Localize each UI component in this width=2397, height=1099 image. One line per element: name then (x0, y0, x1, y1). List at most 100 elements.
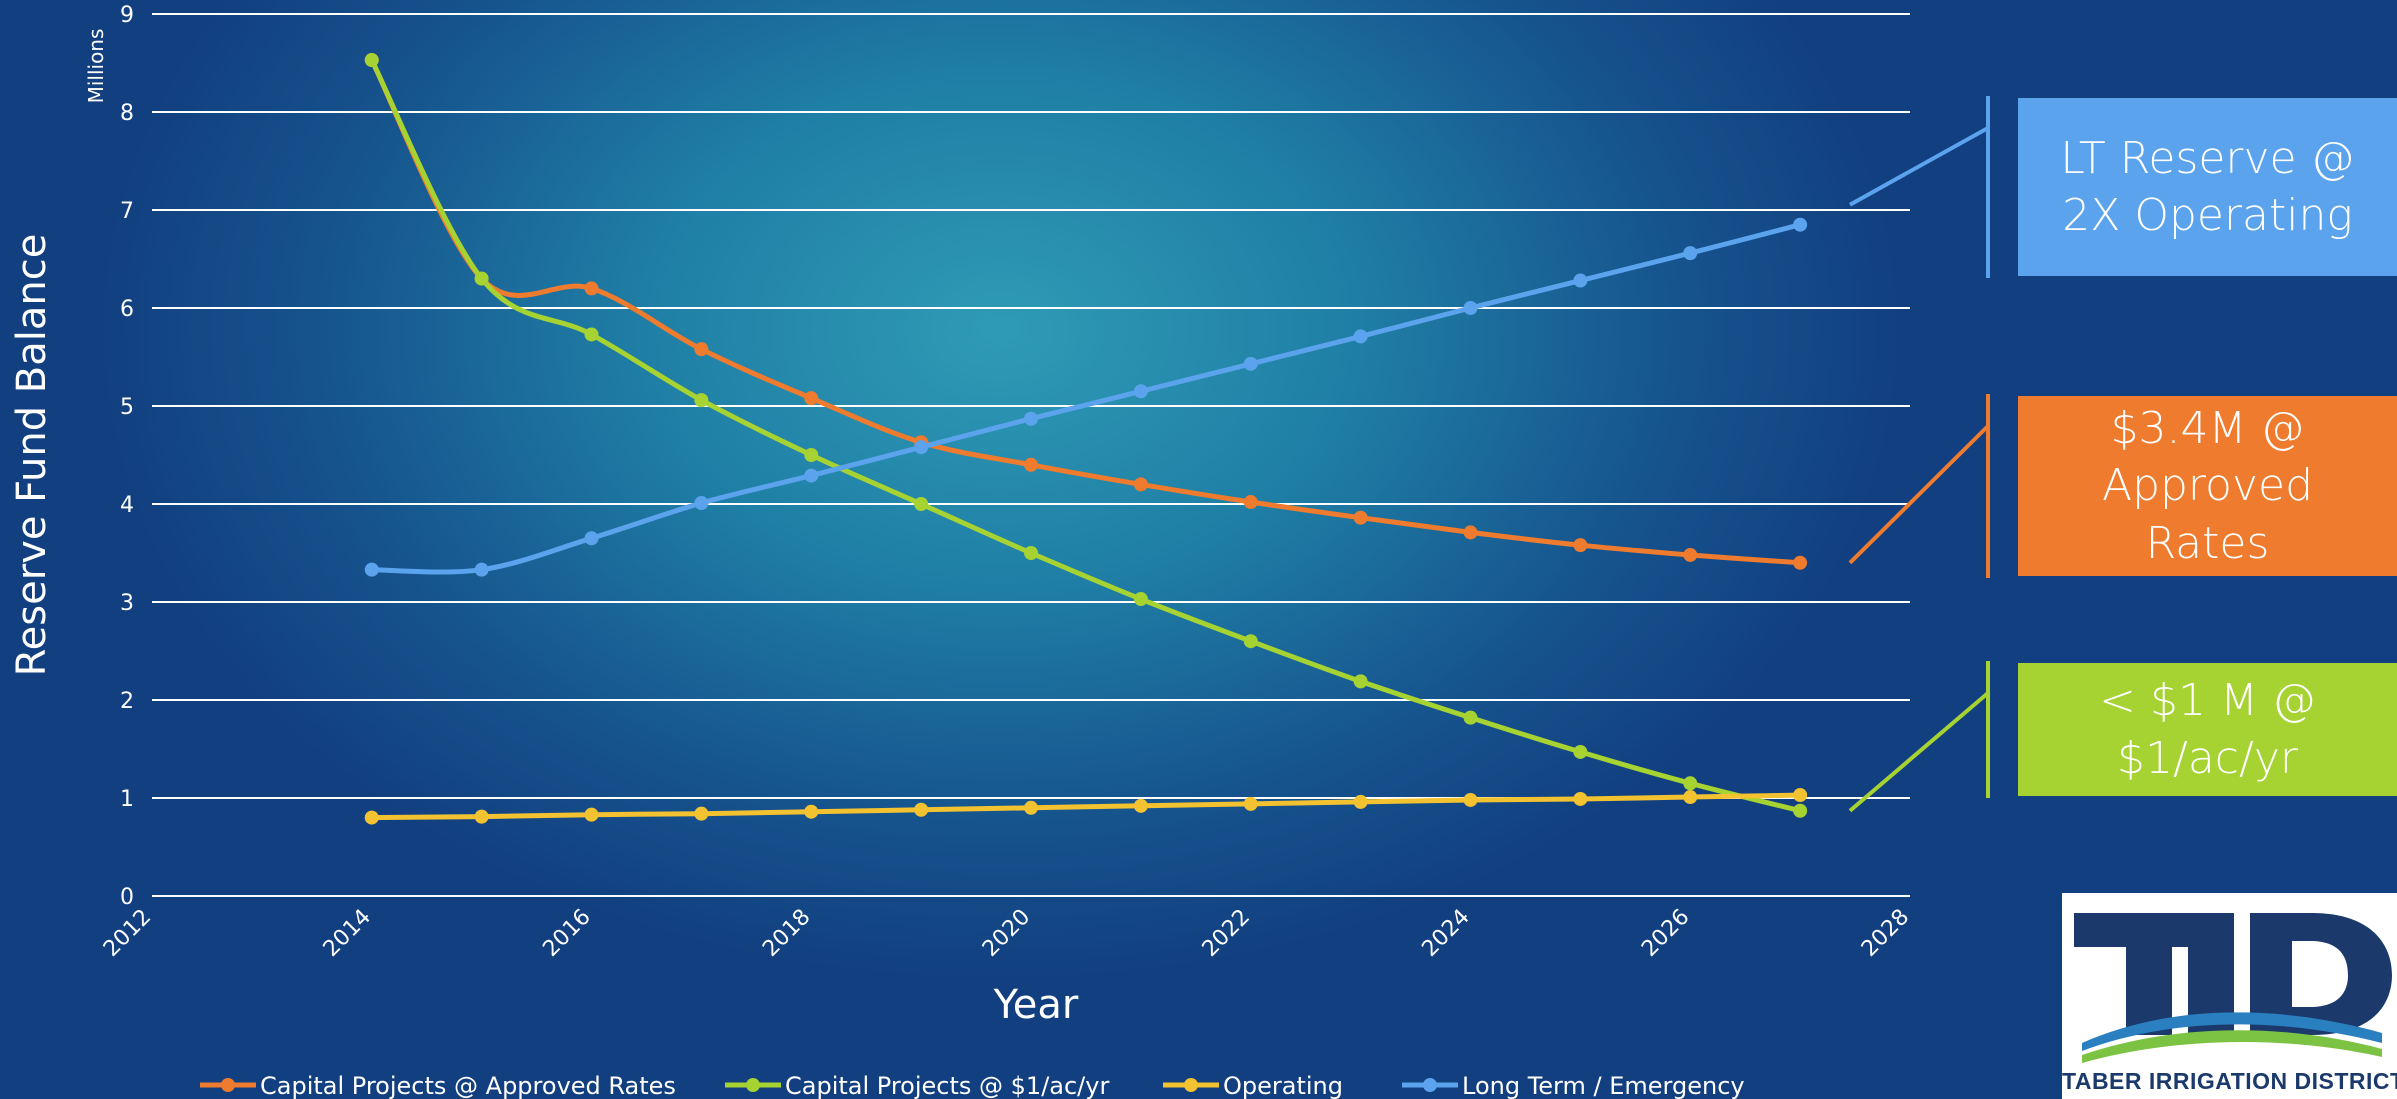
legend-swatch-marker (1423, 1078, 1437, 1092)
data-point (474, 271, 489, 286)
data-point (1133, 798, 1148, 813)
y-unit-label: Millions (84, 29, 108, 104)
per-acre-callout: < $1 M @ $1/ac/yr (2018, 663, 2397, 796)
data-point (1793, 788, 1808, 803)
series-line-0 (369, 57, 1803, 566)
data-point (1463, 301, 1478, 315)
gridlines (152, 13, 1910, 897)
data-point (694, 342, 709, 357)
x-axis-title: Year (993, 982, 1079, 1028)
data-point (1793, 555, 1808, 570)
x-tick-label: 2026 (1637, 905, 1694, 962)
data-point (584, 327, 599, 342)
data-point (1683, 246, 1698, 261)
data-point (914, 802, 929, 817)
data-point (364, 562, 379, 577)
legend-swatch-marker (746, 1078, 760, 1092)
series-lines (364, 53, 1808, 825)
x-tick-label: 2014 (319, 905, 376, 962)
data-point (1793, 217, 1808, 232)
data-point (1243, 796, 1258, 811)
x-tick-label: 2024 (1417, 905, 1474, 962)
data-point (1353, 794, 1368, 809)
per-acre-callout-text: < $1 M @ $1/ac/yr (2099, 675, 2316, 784)
approved-rates-callout: $3.4M @ Approved Rates (2018, 396, 2397, 576)
data-point (584, 807, 599, 822)
legend: Capital Projects @ Approved Rates Capital… (200, 1072, 1745, 1099)
data-point (1243, 356, 1258, 371)
y-tick-labels: 0 1 2 3 4 5 6 7 8 9 (120, 3, 134, 910)
data-point (1573, 538, 1588, 553)
legend-label: Long Term / Emergency (1462, 1072, 1745, 1099)
legend-swatch-marker (221, 1078, 235, 1092)
y-axis-title: Reserve Fund Balance (9, 234, 55, 677)
x-tick-label: 2028 (1857, 905, 1914, 962)
logo-caption: TABER IRRIGATION DISTRICT (2062, 1068, 2397, 1094)
series-line-1 (369, 57, 1803, 814)
data-point (1024, 457, 1038, 472)
data-point (1353, 329, 1368, 344)
data-point (474, 562, 489, 577)
data-point (694, 496, 709, 511)
data-point (804, 468, 819, 483)
data-point (1463, 710, 1478, 725)
data-point (1573, 791, 1588, 806)
y-tick-label: 1 (120, 787, 134, 812)
data-point (1683, 776, 1698, 791)
x-tick-label: 2018 (758, 905, 815, 962)
legend-label: Operating (1223, 1072, 1343, 1099)
x-tick-labels: 2012 2014 2016 2018 2020 2022 2024 2026 2028 (99, 905, 1914, 962)
y-tick-label: 8 (120, 101, 134, 126)
data-point (584, 531, 599, 546)
y-tick-label: 0 (120, 885, 134, 910)
lt-reserve-callout: LT Reserve @ 2X Operating (2018, 98, 2397, 276)
y-tick-label: 9 (120, 3, 134, 28)
data-point (474, 809, 489, 824)
data-point (914, 440, 929, 455)
data-point (914, 497, 929, 511)
series-line-2 (369, 792, 1803, 821)
data-point (1463, 792, 1478, 807)
data-point (1243, 634, 1258, 649)
y-tick-label: 3 (120, 591, 134, 616)
data-point (1133, 592, 1148, 607)
tid-logo: TABER IRRIGATION DISTRICT (2062, 893, 2397, 1099)
x-tick-label: 2016 (538, 905, 595, 962)
callout-leader (1848, 424, 1990, 565)
data-point (1353, 510, 1368, 525)
x-tick-label: 2022 (1198, 905, 1255, 962)
data-point (1463, 525, 1478, 540)
y-tick-label: 7 (120, 199, 134, 224)
data-point (364, 810, 379, 825)
data-point (1683, 790, 1698, 805)
data-point (584, 281, 599, 296)
data-point (1024, 800, 1038, 815)
data-point (1133, 384, 1148, 399)
data-point (364, 53, 379, 68)
y-tick-label: 4 (120, 493, 134, 518)
data-point (1683, 547, 1698, 562)
legend-label: Capital Projects @ Approved Rates (260, 1072, 676, 1099)
data-point (1133, 477, 1148, 492)
lt-reserve-callout-text: LT Reserve @ 2X Operating (2060, 132, 2355, 241)
data-point (1793, 803, 1808, 818)
legend-label: Capital Projects @ $1/ac/yr (785, 1072, 1109, 1099)
y-tick-label: 6 (120, 297, 134, 322)
data-point (1243, 495, 1258, 510)
approved-rates-callout-text: $3.4M @ Approved Rates (2101, 403, 2314, 569)
data-point (804, 391, 819, 406)
tid-logo-mark (2074, 913, 2392, 1063)
y-tick-label: 5 (120, 395, 134, 420)
data-point (1573, 273, 1588, 288)
series-line-3 (369, 222, 1803, 575)
data-point (1353, 674, 1368, 689)
data-point (1573, 744, 1588, 759)
data-point (694, 393, 709, 408)
callout-connectors (1848, 96, 1990, 813)
x-tick-label: 2012 (99, 905, 156, 962)
data-point (694, 806, 709, 821)
callout-leader (1848, 691, 1990, 813)
data-point (804, 804, 819, 819)
data-point (1024, 411, 1038, 426)
